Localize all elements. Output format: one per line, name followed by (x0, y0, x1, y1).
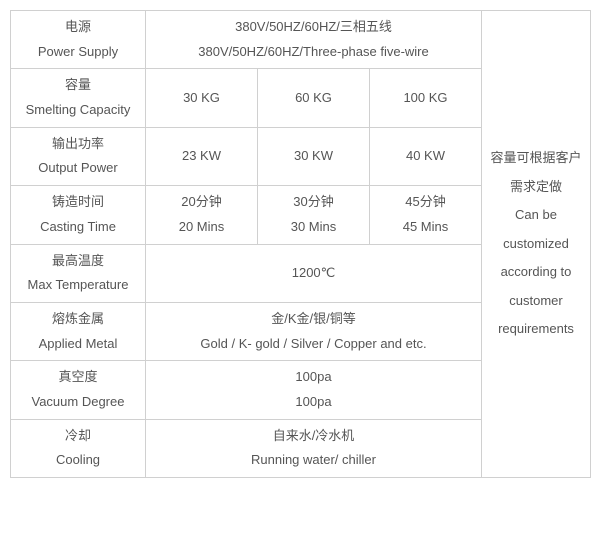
value-en: 380V/50HZ/60HZ/Three-phase five-wire (148, 40, 479, 65)
label-cell: 最高温度 Max Temperature (11, 244, 146, 302)
value-cell: 100 KG (370, 69, 482, 127)
label-cn: 真空度 (13, 365, 143, 390)
note-line: according to (484, 258, 588, 287)
value-cn: 自来水/冷水机 (148, 424, 479, 449)
table-row: 电源 Power Supply 380V/50HZ/60HZ/三相五线 380V… (11, 11, 591, 69)
spec-table: 电源 Power Supply 380V/50HZ/60HZ/三相五线 380V… (10, 10, 591, 478)
value-cell: 45分钟 45 Mins (370, 186, 482, 244)
label-en: Casting Time (13, 215, 143, 240)
value-cell: 23 KW (146, 127, 258, 185)
value-en: 45 Mins (372, 215, 479, 240)
label-cn: 熔炼金属 (13, 307, 143, 332)
label-en: Output Power (13, 156, 143, 181)
value-en: 20 Mins (148, 215, 255, 240)
label-en: Cooling (13, 448, 143, 473)
value-cell: 30 KG (146, 69, 258, 127)
label-cn: 冷却 (13, 424, 143, 449)
value-cn: 30分钟 (260, 190, 367, 215)
value-cn: 金/K金/银/铜等 (148, 307, 479, 332)
label-cn: 电源 (13, 15, 143, 40)
label-en: Smelting Capacity (13, 98, 143, 123)
value-cell: 40 KW (370, 127, 482, 185)
value-cell: 60 KG (258, 69, 370, 127)
value-cn: 100pa (148, 365, 479, 390)
label-cn: 铸造时间 (13, 190, 143, 215)
label-cell: 电源 Power Supply (11, 11, 146, 69)
value-en: 100pa (148, 390, 479, 415)
label-en: Power Supply (13, 40, 143, 65)
label-cn: 容量 (13, 73, 143, 98)
value-cell: 20分钟 20 Mins (146, 186, 258, 244)
value-cell: 自来水/冷水机 Running water/ chiller (146, 419, 482, 477)
label-cell: 冷却 Cooling (11, 419, 146, 477)
label-cell: 真空度 Vacuum Degree (11, 361, 146, 419)
note-line: 需求定做 (484, 173, 588, 202)
value-en: Running water/ chiller (148, 448, 479, 473)
label-cell: 铸造时间 Casting Time (11, 186, 146, 244)
label-cell: 输出功率 Output Power (11, 127, 146, 185)
value-en: 30 Mins (260, 215, 367, 240)
value-cn: 45分钟 (372, 190, 479, 215)
label-en: Vacuum Degree (13, 390, 143, 415)
label-en: Max Temperature (13, 273, 143, 298)
value-cell: 1200℃ (146, 244, 482, 302)
value-cn: 20分钟 (148, 190, 255, 215)
label-cn: 输出功率 (13, 132, 143, 157)
value-cell: 30分钟 30 Mins (258, 186, 370, 244)
note-line: 容量可根据客户 (484, 144, 588, 173)
note-cell: 容量可根据客户 需求定做 Can be customized according… (482, 11, 591, 478)
note-line: customer (484, 287, 588, 316)
value-cell: 100pa 100pa (146, 361, 482, 419)
value-cell: 金/K金/银/铜等 Gold / K- gold / Silver / Copp… (146, 302, 482, 360)
label-en: Applied Metal (13, 332, 143, 357)
value-cell: 30 KW (258, 127, 370, 185)
label-cn: 最高温度 (13, 249, 143, 274)
label-cell: 容量 Smelting Capacity (11, 69, 146, 127)
value-cn: 380V/50HZ/60HZ/三相五线 (148, 15, 479, 40)
value-cell: 380V/50HZ/60HZ/三相五线 380V/50HZ/60HZ/Three… (146, 11, 482, 69)
note-line: Can be (484, 201, 588, 230)
value-en: Gold / K- gold / Silver / Copper and etc… (148, 332, 479, 357)
label-cell: 熔炼金属 Applied Metal (11, 302, 146, 360)
note-line: customized (484, 230, 588, 259)
note-line: requirements (484, 315, 588, 344)
